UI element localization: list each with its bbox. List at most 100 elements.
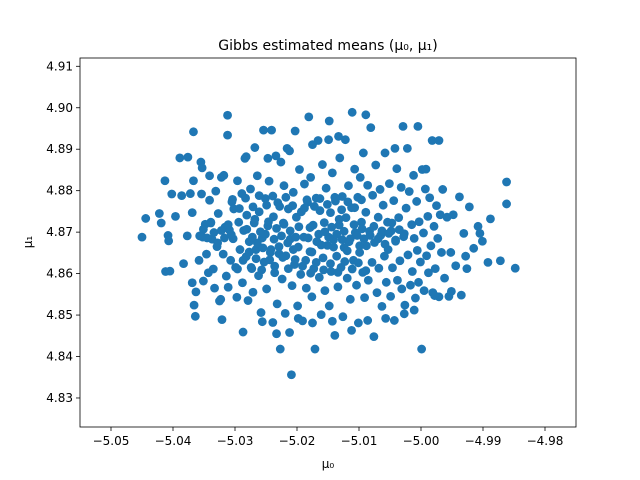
data-point [319, 218, 329, 228]
data-point [378, 200, 388, 210]
data-point [238, 278, 247, 288]
data-point [357, 217, 366, 227]
data-point [270, 261, 280, 271]
y-tick-label: 4.83 [46, 391, 73, 405]
data-point [189, 127, 198, 137]
data-point [307, 247, 317, 257]
data-point [183, 152, 193, 162]
chart-title: Gibbs estimated means (μ₀, μ₁) [218, 38, 438, 54]
data-point [262, 200, 272, 210]
data-point [425, 193, 435, 203]
data-point [185, 189, 195, 198]
data-point [279, 181, 289, 191]
data-point [342, 273, 352, 283]
data-point [271, 151, 281, 161]
y-axis-title: μ₁ [21, 236, 35, 249]
data-point [241, 152, 251, 162]
data-point [235, 245, 245, 254]
data-point [314, 272, 324, 282]
data-point [160, 176, 170, 186]
data-point [234, 204, 244, 213]
data-point [446, 287, 456, 296]
data-point [389, 316, 399, 325]
data-point [324, 232, 334, 242]
data-point [283, 264, 293, 274]
data-point [305, 223, 315, 232]
y-tick-label: 4.88 [46, 184, 73, 198]
data-point [223, 110, 232, 120]
data-point [272, 224, 281, 233]
data-point [373, 212, 383, 222]
data-point [404, 187, 414, 196]
data-point [275, 202, 285, 211]
data-point [205, 195, 214, 205]
data-point [380, 251, 389, 261]
data-point [218, 249, 228, 259]
data-point [318, 160, 327, 169]
data-point [414, 277, 423, 287]
data-point [412, 245, 422, 255]
data-point [250, 143, 260, 152]
data-point [390, 143, 400, 153]
data-point [394, 225, 404, 235]
data-point [223, 130, 232, 140]
data-point [427, 136, 437, 145]
data-point [318, 253, 328, 263]
data-point [394, 213, 404, 223]
data-point [300, 179, 309, 189]
data-point [272, 299, 282, 309]
data-point [209, 228, 219, 237]
data-point [246, 262, 256, 272]
data-point [462, 264, 472, 274]
data-point [254, 191, 264, 201]
data-point [208, 264, 218, 274]
data-point [327, 316, 337, 326]
data-point [308, 140, 317, 150]
x-tick-label: −4.98 [527, 434, 564, 448]
data-point [388, 263, 397, 273]
data-point [377, 226, 387, 236]
data-point [369, 332, 379, 342]
data-point [262, 284, 272, 294]
data-point [337, 192, 347, 201]
data-point [242, 210, 252, 220]
data-point [353, 318, 363, 328]
data-point [477, 236, 487, 246]
data-point [272, 329, 281, 339]
data-point [371, 160, 381, 170]
data-point [369, 221, 379, 231]
data-point [256, 227, 265, 237]
data-point [287, 281, 297, 291]
x-tick-label: −5.00 [403, 434, 440, 448]
data-point [502, 199, 511, 209]
data-point [326, 208, 335, 218]
data-point [367, 258, 377, 267]
data-point [141, 214, 151, 223]
data-point [288, 245, 298, 254]
data-point [502, 177, 511, 187]
data-point [355, 241, 365, 251]
data-point [459, 228, 469, 238]
points-layer [137, 107, 520, 380]
data-point [352, 280, 361, 290]
data-point [321, 183, 331, 193]
data-point [234, 217, 244, 227]
data-point [358, 148, 368, 158]
x-tick-label: −4.99 [465, 434, 502, 448]
data-point [210, 283, 219, 293]
data-point [156, 218, 166, 228]
y-tick-label: 4.84 [46, 350, 73, 364]
data-point [365, 231, 375, 240]
data-point [257, 265, 267, 275]
data-point [391, 235, 400, 245]
data-point [311, 258, 321, 267]
y-tick-label: 4.91 [46, 59, 73, 73]
data-point [197, 163, 207, 173]
y-tick-label: 4.85 [46, 308, 73, 322]
data-point [380, 148, 390, 158]
data-point [220, 233, 229, 243]
data-point [251, 245, 261, 254]
data-point [429, 221, 439, 231]
data-point [285, 226, 295, 236]
data-point [330, 330, 340, 340]
